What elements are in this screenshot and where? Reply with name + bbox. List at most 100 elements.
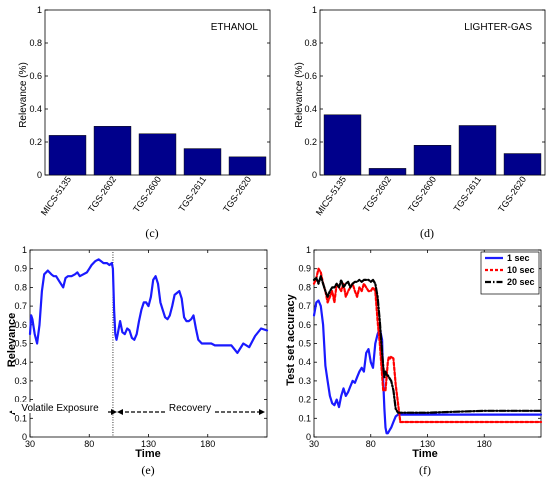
caption-d: (d) [420, 226, 434, 240]
y-tick-label: 0 [306, 432, 311, 442]
y-tick-label: 0.9 [298, 264, 311, 274]
recovery-label-bg [165, 402, 215, 413]
y-tick-label: 0.6 [29, 71, 42, 81]
recovery-arrowhead-left [117, 409, 123, 415]
y-tick-label: 0.8 [304, 38, 317, 48]
y-tick-label: 0.5 [298, 339, 311, 349]
y-tick-label: 0.7 [298, 301, 311, 311]
bar-tgs-2600 [138, 133, 177, 176]
legend-label: 1 sec [507, 253, 530, 263]
recovery-arrowhead-right [259, 409, 265, 415]
x-tick-label: TGS-2602 [361, 174, 393, 214]
panel-d-ylabel: Relevance (%) [294, 62, 305, 128]
volatile-exposure-label: Volatile Exposure [21, 403, 99, 414]
y-tick-label: 0.7 [14, 301, 27, 311]
panel-f-lines [312, 267, 543, 435]
x-tick-label: 80 [84, 439, 94, 449]
series-line-10-sec [312, 267, 543, 424]
volatile-arrowhead-right [111, 409, 117, 415]
x-tick-label: 30 [25, 439, 35, 449]
panel-e-lines [28, 258, 269, 354]
y-tick-label: 0.9 [14, 264, 27, 274]
y-tick-label: 0.6 [298, 320, 311, 330]
legend-label: 20 sec [507, 277, 535, 287]
panel-d-bar-chart: 0 0.2 0.4 0.6 0.8 1 MICS-5135 TGS-2602 TGS-2600 T… [294, 5, 546, 240]
y-tick-label: 1 [22, 245, 27, 255]
panel-c-ylabel: Relevance (%) [18, 62, 29, 128]
x-tick-label: MICS-5135 [39, 174, 73, 217]
bar-tgs-2620 [228, 156, 267, 176]
y-tick-label: 0.4 [304, 104, 317, 114]
volatile-label-bg [12, 402, 108, 413]
bar-tgs-2611 [183, 148, 222, 176]
y-tick-label: 0 [37, 170, 42, 180]
y-tick-label: 0.8 [14, 282, 27, 292]
y-tick-label: 0 [312, 170, 317, 180]
panel-c-title: ETHANOL [211, 22, 259, 33]
y-tick-label: 1 [312, 5, 317, 15]
y-tick-label: 0.3 [14, 376, 27, 386]
bar-tgs-2600 [413, 145, 452, 176]
y-tick-label: 0.1 [298, 413, 311, 423]
x-tick-label: 180 [200, 439, 215, 449]
panel-e-ylabel: Relevance [6, 313, 18, 367]
y-tick-label: 0.8 [298, 282, 311, 292]
x-tick-label: 80 [366, 439, 376, 449]
panel-d-title: LIGHTER-GAS [464, 22, 532, 33]
recovery-label: Recovery [169, 403, 211, 414]
x-tick-label: TGS-2620 [221, 174, 253, 214]
y-tick-label: 0.2 [14, 395, 27, 405]
panel-c-bar-chart: 0 0.2 0.4 0.6 0.8 1 MICS-5135 TGS-2602 TGS-2600 T… [18, 5, 271, 240]
bar-tgs-2602 [93, 126, 132, 176]
x-tick-label: 130 [420, 439, 435, 449]
x-tick-label: TGS-2611 [177, 174, 209, 213]
panel-d-bars [323, 114, 542, 176]
bar-tgs-2620 [503, 153, 542, 176]
y-tick-label: 0.2 [298, 395, 311, 405]
bar-mics-5135 [48, 135, 87, 176]
y-tick-label: 0.2 [304, 137, 317, 147]
x-tick-label: 180 [477, 439, 492, 449]
x-tick-label: TGS-2600 [131, 174, 163, 214]
y-tick-label: 0.6 [304, 71, 317, 81]
y-tick-label: 0.1 [14, 413, 27, 423]
x-tick-label: 30 [309, 439, 319, 449]
series-line-20-sec [312, 275, 543, 414]
y-tick-label: 0.2 [29, 137, 42, 147]
y-tick-label: 0.6 [14, 320, 27, 330]
panel-f-ylabel: Test set accuracy [285, 293, 297, 385]
panel-e-xlabel: Time [135, 448, 160, 460]
y-tick-label: 0.3 [298, 376, 311, 386]
x-tick-label: TGS-2620 [496, 174, 528, 214]
panel-d-axes: 0 0.2 0.4 0.6 0.8 1 MICS-5135 TGS-2602 TGS-2600 T… [304, 5, 546, 217]
x-tick-label: TGS-2611 [452, 174, 484, 213]
legend-label: 10 sec [507, 265, 535, 275]
caption-f: (f) [419, 463, 431, 477]
y-tick-label: 0.8 [29, 38, 42, 48]
x-tick-label: TGS-2600 [406, 174, 438, 214]
bar-tgs-2602 [368, 168, 407, 176]
x-tick-label: TGS-2602 [86, 174, 118, 214]
panel-f-xlabel: Time [412, 448, 437, 460]
panel-c-axes: 0 0.2 0.4 0.6 0.8 1 MICS-5135 TGS-2602 TGS-2600 T… [29, 5, 271, 217]
y-tick-label: 0 [22, 432, 27, 442]
caption-c: (c) [145, 226, 158, 240]
bar-tgs-2611 [458, 125, 497, 176]
y-tick-label: 1 [37, 5, 42, 15]
x-tick-label: MICS-5135 [314, 174, 348, 217]
y-tick-label: 0.4 [298, 357, 311, 367]
series-line-1-sec [312, 299, 543, 435]
panel-f-legend: 1 sec 10 sec 20 sec [480, 251, 540, 295]
y-tick-label: 0.4 [14, 357, 27, 367]
y-tick-label: 1 [306, 245, 311, 255]
series-line-0 [28, 258, 269, 354]
bar-mics-5135 [323, 114, 362, 176]
y-tick-label: 0.5 [14, 339, 27, 349]
caption-e: (e) [141, 463, 154, 477]
panel-c-bars [48, 126, 267, 176]
x-tick-label: 130 [141, 439, 156, 449]
